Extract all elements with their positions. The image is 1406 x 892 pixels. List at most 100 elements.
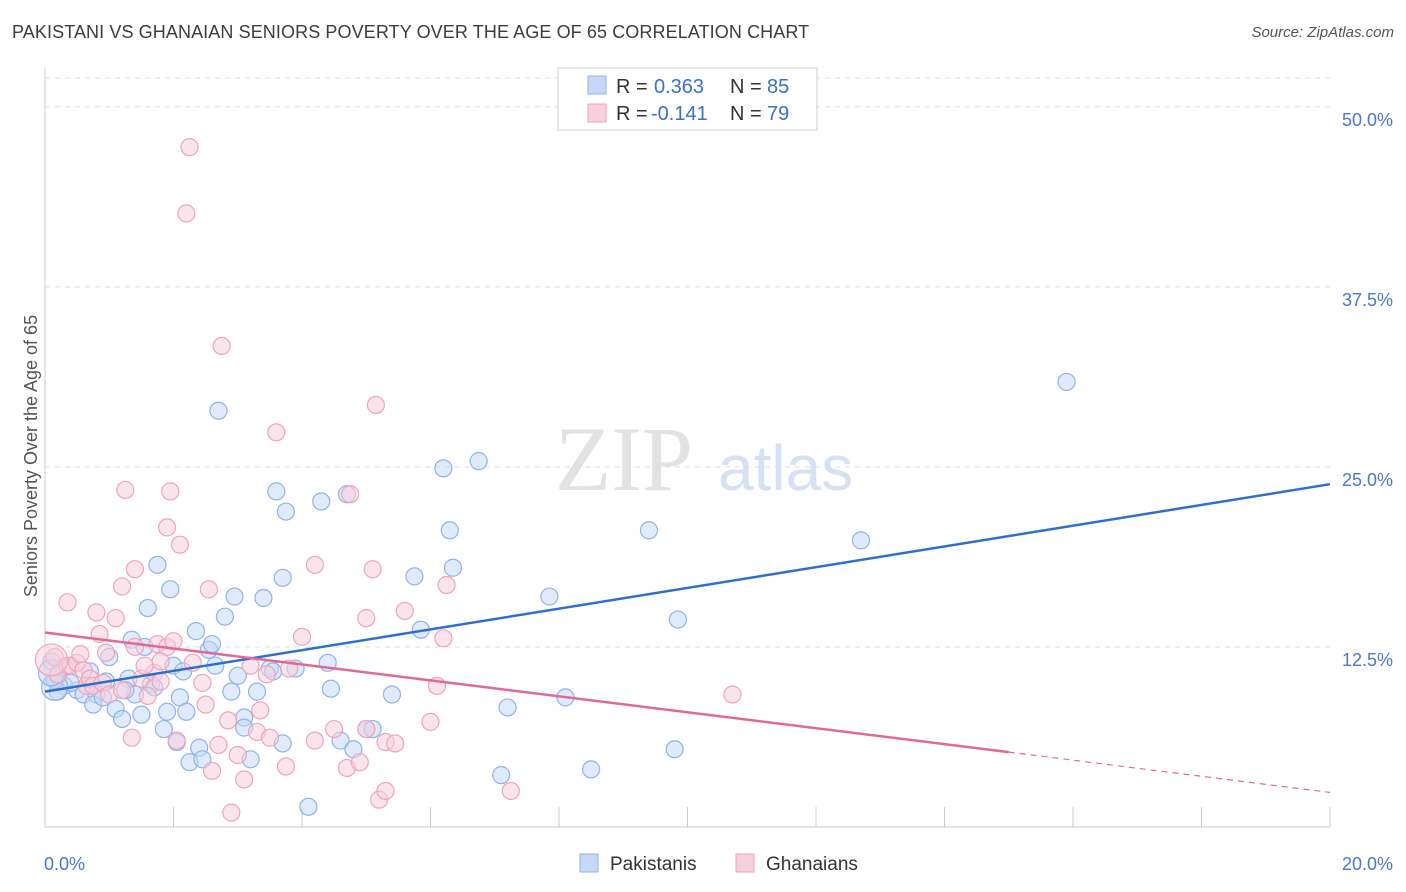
ghanaian-point (350, 753, 369, 772)
pakistani-point (851, 531, 871, 550)
pakistani-point (157, 702, 177, 721)
legend-n-value-1: 85 (767, 76, 789, 98)
series-legend: Pakistanis Ghanaians (579, 853, 858, 875)
pakistani-point (639, 521, 659, 540)
legend-r-label-1: R = (616, 76, 648, 98)
pakistani-point (582, 760, 601, 779)
ghanaian-point (157, 518, 177, 537)
pakistani-point (161, 580, 180, 599)
ghanaian-point (180, 138, 199, 157)
pakistani-point (132, 705, 151, 724)
pakistani-point (225, 587, 244, 606)
pakistani-point (440, 521, 459, 540)
ghanaians-trend-extension (1008, 751, 1331, 794)
ghanaian-point (202, 761, 222, 780)
pakistani-point (186, 622, 206, 641)
ghanaian-point (138, 686, 157, 706)
ghanaian-point (196, 695, 215, 714)
pakistani-point (276, 502, 296, 521)
pakistani-point (434, 459, 453, 478)
ghanaian-point (366, 395, 385, 415)
ghanaian-point (222, 803, 241, 822)
ghanaian-point (112, 681, 132, 700)
ghanaian-point (434, 629, 453, 648)
y-tick-label: 25.0% (1342, 470, 1393, 490)
bottom-legend-ghanaians: Ghanaians (766, 854, 858, 875)
ghanaian-point (199, 580, 218, 599)
pakistanis-trend-line (44, 482, 1331, 693)
pakistani-point (492, 766, 511, 785)
trend-lines (44, 482, 1331, 794)
pakistani-point (138, 598, 157, 618)
legend-n-label-2: N = (730, 103, 762, 125)
pakistani-point (469, 452, 488, 471)
legend-swatch-pink (587, 103, 607, 123)
ghanaian-point (437, 575, 456, 595)
source-label: Source: ZipAtlas.com (1251, 24, 1394, 41)
pakistani-point (312, 492, 331, 511)
ghanaian-point (193, 673, 212, 693)
ghanaian-point (106, 609, 125, 628)
ghanaian-point (135, 656, 154, 675)
bottom-legend-pakistanis: Pakistanis (610, 854, 697, 875)
ghanaian-point (357, 609, 376, 628)
pakistani-point (665, 740, 684, 759)
pakistani-point (177, 702, 196, 721)
ghanaian-point (341, 485, 360, 504)
pakistani-point (209, 401, 228, 420)
ghanaian-point (276, 757, 296, 776)
ghanaian-point (167, 731, 186, 750)
x-tick-label-min: 0.0% (44, 854, 85, 874)
ghanaian-point (292, 627, 312, 646)
pakistani-point (498, 698, 517, 717)
ghanaian-point (177, 204, 196, 223)
pakistani-point (112, 709, 132, 729)
ghanaian-point (257, 665, 276, 684)
ghanaian-point (267, 423, 286, 442)
legend-r-value-1: 0.363 (654, 76, 704, 98)
ghanaian-point (96, 643, 116, 662)
bottom-legend-swatch-pink (735, 853, 755, 873)
pakistani-point (382, 685, 402, 704)
legend-r-label-2: R = (616, 103, 648, 125)
ghanaian-point (212, 336, 231, 356)
pakistani-point (215, 607, 234, 626)
ghanaian-point (116, 480, 135, 500)
y-axis-label: Seniors Poverty Over the Age of 65 (21, 315, 41, 597)
legend-r-value-2: -0.141 (651, 103, 708, 125)
ghanaian-point (723, 685, 742, 704)
ghanaian-point (235, 770, 254, 789)
ghanaian-point (395, 601, 414, 621)
ghanaian-point (87, 603, 106, 622)
ghanaian-point (305, 731, 324, 750)
correlation-legend: R = 0.363 N = 85 R = -0.141 N = 79 (557, 67, 818, 131)
ghanaian-point (58, 593, 77, 612)
pakistani-point (321, 679, 341, 698)
ghanaian-point (112, 577, 132, 596)
ghanaian-point (125, 637, 145, 657)
ghanaian-point (386, 734, 405, 753)
ghanaian-point (357, 719, 376, 739)
legend-n-value-2: 79 (767, 103, 789, 125)
y-tick-label: 37.5% (1342, 290, 1393, 310)
pakistani-point (222, 682, 241, 701)
pakistani-point (540, 587, 559, 606)
pakistani-point (267, 482, 286, 501)
ghanaian-point (251, 701, 270, 720)
pakistani-point (202, 634, 222, 654)
pakistani-point (148, 555, 167, 574)
ghanaian-point (376, 781, 395, 801)
ghanaian-point (260, 728, 279, 747)
x-tick-label-max: 20.0% (1342, 854, 1393, 874)
ghanaian-point (151, 672, 170, 691)
ghanaian-point (501, 781, 520, 801)
ghanaian-point (363, 560, 382, 579)
pakistani-point (254, 588, 273, 608)
ghanaian-point (71, 645, 90, 664)
axes: 12.5% 25.0% 37.5% 50.0% 0.0% 20.0% (44, 68, 1393, 874)
ghanaian-point (325, 719, 344, 739)
pakistani-point (1057, 372, 1076, 392)
bottom-legend-swatch-blue (579, 853, 599, 873)
watermark-zip: ZIP (555, 408, 693, 510)
ghanaian-point (219, 711, 238, 730)
